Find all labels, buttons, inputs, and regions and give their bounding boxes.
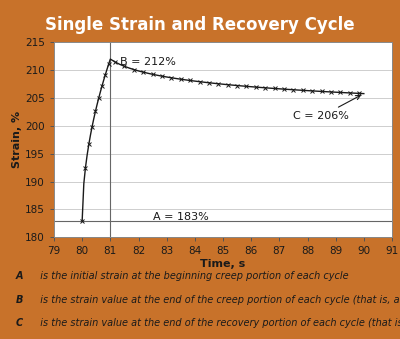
Text: B = 212%: B = 212% bbox=[120, 57, 176, 67]
Text: is the initial strain at the beginning creep portion of each cycle: is the initial strain at the beginning c… bbox=[34, 271, 349, 281]
Text: C: C bbox=[16, 318, 23, 328]
Text: is the strain value at the end of the creep portion of each cycle (that is, afte: is the strain value at the end of the cr… bbox=[34, 295, 400, 305]
Text: A: A bbox=[16, 271, 24, 281]
Y-axis label: Strain, %: Strain, % bbox=[12, 111, 22, 168]
X-axis label: Time, s: Time, s bbox=[200, 259, 246, 269]
Text: C = 206%: C = 206% bbox=[294, 96, 360, 121]
Text: A = 183%: A = 183% bbox=[152, 212, 208, 222]
Text: B: B bbox=[16, 295, 23, 305]
Text: is the strain value at the end of the recovery portion of each cycle (that is, a: is the strain value at the end of the re… bbox=[34, 318, 400, 328]
Text: Single Strain and Recovery Cycle: Single Strain and Recovery Cycle bbox=[45, 16, 355, 35]
